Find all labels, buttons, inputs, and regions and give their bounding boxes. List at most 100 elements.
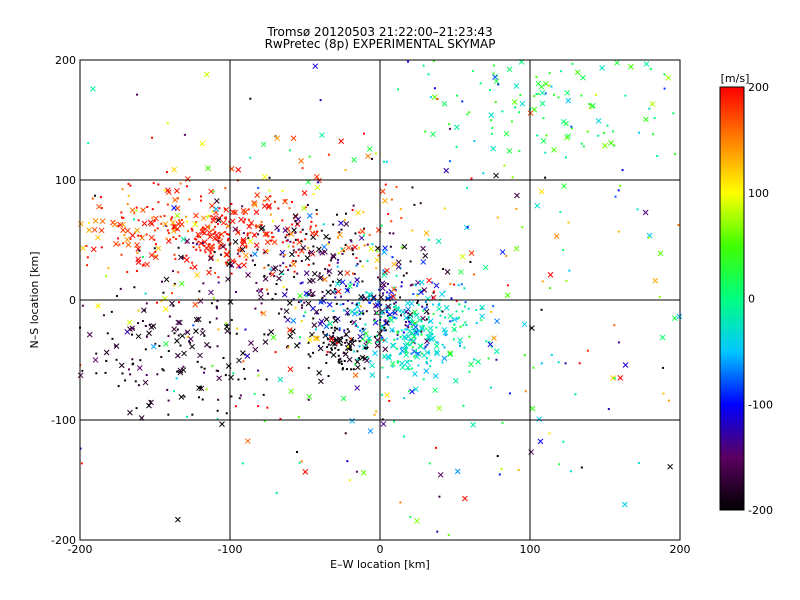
dot-point <box>557 361 560 364</box>
dot-point <box>393 302 396 305</box>
cross-point <box>425 334 432 340</box>
dot-point <box>662 366 665 369</box>
dot-point <box>410 341 413 344</box>
cross-point <box>479 304 486 311</box>
dot-point <box>185 185 188 188</box>
cross-point <box>124 328 131 335</box>
cross-point <box>513 83 520 89</box>
cross-point <box>434 350 440 357</box>
y-tick-label: -200 <box>51 534 76 547</box>
dot-point <box>391 316 394 319</box>
dot-point <box>217 281 220 284</box>
cross-point <box>304 255 311 261</box>
cross-point <box>432 387 439 394</box>
dot-point <box>351 302 354 305</box>
cross-point <box>261 203 268 209</box>
dot-point <box>416 300 419 303</box>
dot-point <box>355 256 358 259</box>
cross-point <box>423 230 430 237</box>
dot-point <box>293 275 296 278</box>
cross-point <box>412 324 419 330</box>
dot-point <box>157 201 160 204</box>
cross-point <box>120 227 126 233</box>
dot-point <box>86 264 89 267</box>
dot-point <box>337 348 340 351</box>
dot-point <box>274 351 277 354</box>
dot-point <box>121 188 124 191</box>
dot-point <box>410 352 413 355</box>
y-axis-label: N–S location [km] <box>28 251 41 348</box>
dot-point <box>340 228 343 231</box>
dot-point <box>212 297 215 300</box>
dot-point <box>376 341 379 344</box>
dot-point <box>672 112 675 115</box>
dot-point <box>266 406 269 409</box>
dot-point <box>163 189 166 192</box>
dot-point <box>296 238 299 241</box>
dot-point <box>212 243 215 246</box>
cross-point <box>193 316 200 323</box>
dot-point <box>405 351 408 354</box>
dot-point <box>122 216 125 219</box>
dot-point <box>270 239 273 242</box>
dot-point <box>280 308 283 311</box>
dot-point <box>273 200 276 203</box>
dot-point <box>126 203 129 206</box>
cross-point <box>90 246 97 253</box>
dot-point <box>457 284 460 287</box>
dot-point <box>242 360 245 363</box>
dot-point <box>275 283 278 286</box>
dot-point <box>422 64 425 67</box>
cross-point <box>365 153 371 160</box>
dot-point <box>335 213 338 216</box>
cross-point <box>451 326 458 333</box>
dot-point <box>312 351 315 354</box>
dot-point <box>574 393 577 396</box>
cross-point <box>435 238 442 245</box>
dot-point <box>358 340 361 343</box>
dot-point <box>215 305 218 308</box>
dot-point <box>501 110 504 113</box>
dot-point <box>239 248 242 251</box>
cross-point <box>642 209 649 216</box>
dot-point <box>326 345 329 348</box>
dot-point <box>308 251 311 254</box>
dot-point <box>463 346 466 349</box>
cross-point <box>127 409 133 416</box>
dot-point <box>179 182 182 185</box>
cross-point <box>175 319 182 326</box>
dot-point <box>369 360 372 363</box>
cross-point <box>262 276 269 282</box>
dot-point <box>415 323 418 326</box>
cross-point <box>416 317 423 323</box>
dot-point <box>249 97 252 100</box>
cross-point <box>393 305 400 312</box>
dot-point <box>542 117 545 120</box>
dot-point <box>196 360 199 363</box>
cross-point <box>286 327 293 333</box>
cross-point <box>252 346 259 353</box>
dot-point <box>262 393 265 396</box>
dot-point <box>407 360 410 363</box>
cross-point <box>199 140 206 147</box>
cross-point <box>135 256 142 263</box>
dot-point <box>300 460 303 463</box>
cross-point <box>171 166 177 173</box>
cross-point <box>247 238 254 245</box>
cross-point <box>103 349 110 356</box>
dot-point <box>363 346 366 349</box>
dot-point <box>505 254 508 257</box>
cross-point <box>451 316 458 323</box>
cross-point <box>251 232 258 238</box>
dot-point <box>407 343 410 346</box>
dot-point <box>359 329 362 332</box>
dot-point <box>144 292 147 295</box>
dot-point <box>329 284 332 287</box>
dot-point <box>153 219 156 222</box>
dot-point <box>167 350 170 353</box>
dot-point <box>285 234 288 237</box>
dot-point <box>165 237 168 240</box>
dot-point <box>318 251 321 254</box>
dot-point <box>249 254 252 257</box>
dot-point <box>385 309 388 312</box>
